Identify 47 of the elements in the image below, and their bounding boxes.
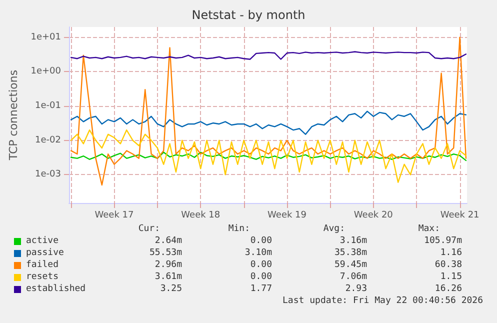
text: Min: <box>228 224 250 234</box>
text: 3.25 <box>160 284 182 294</box>
text: Max: <box>418 224 440 234</box>
text: 3.16m <box>340 236 367 246</box>
text: 3.61m <box>154 272 182 282</box>
y-tick-label: 1e-01 <box>35 101 61 112</box>
text: 55.53m <box>149 248 182 258</box>
text: 2.64m <box>154 236 182 246</box>
legend-label: established <box>26 284 86 294</box>
y-tick-label: 1e-02 <box>35 135 61 146</box>
text: 1.77 <box>250 284 272 294</box>
y-tick-label: 1e+01 <box>30 32 61 42</box>
text: 0.00 <box>250 236 272 246</box>
legend-label: active <box>26 236 59 246</box>
y-tick-label: 1e-03 <box>35 170 61 180</box>
legend-label: resets <box>26 272 59 282</box>
text: 7.06m <box>340 272 367 282</box>
x-tick-label: Week 18 <box>181 210 220 220</box>
x-tick-label: Week 21 <box>440 210 480 220</box>
chart-title: Netstat - by month <box>192 8 306 22</box>
text: 3.10m <box>244 248 272 258</box>
x-tick-label: Week 17 <box>94 210 134 220</box>
text: 35.38m <box>334 248 367 258</box>
text: Avg: <box>323 224 345 234</box>
text: 1.16 <box>440 248 462 258</box>
x-tick-label: Week 20 <box>354 210 394 220</box>
line-series <box>70 51 467 60</box>
y-axis-title: TCP connections <box>7 70 20 162</box>
text: 60.38 <box>434 260 462 270</box>
text: 2.93 <box>345 284 367 294</box>
x-tick-label: Week 19 <box>268 210 307 220</box>
text: 0.00 <box>250 260 272 270</box>
legend-label: passive <box>26 248 64 258</box>
text: 2.96m <box>154 260 182 270</box>
text: Cur: <box>138 224 160 234</box>
text: 16.26 <box>434 284 462 294</box>
line-series <box>70 152 467 162</box>
line-series <box>70 110 467 135</box>
text: 0.00 <box>250 272 272 282</box>
text: 1.15 <box>440 272 462 282</box>
text: 105.97m <box>424 236 462 246</box>
y-tick-label: 1e+00 <box>30 66 62 77</box>
legend-label: failed <box>26 260 59 270</box>
line-series <box>70 36 467 186</box>
text: 59.45m <box>334 260 367 270</box>
text: Last update: Fri May 22 00:40:56 2026 <box>282 296 483 306</box>
line-series <box>70 129 467 183</box>
